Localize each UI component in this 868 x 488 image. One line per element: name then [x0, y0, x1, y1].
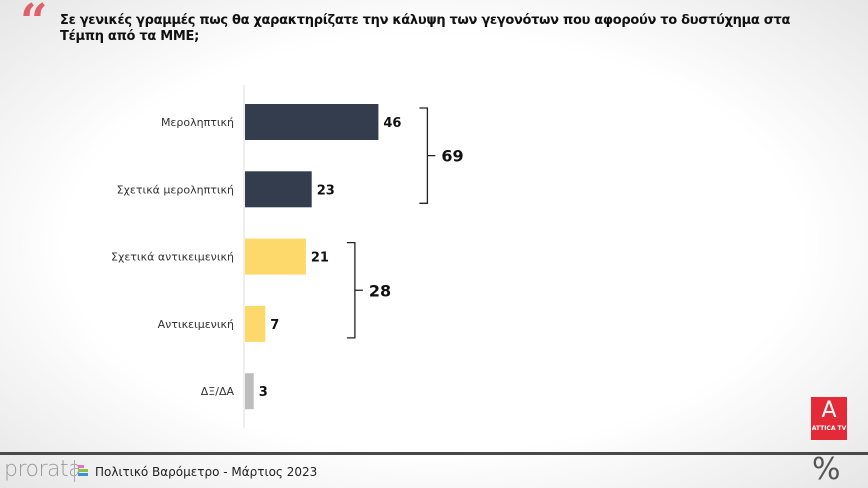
value-label: 7	[270, 318, 279, 333]
category-label: ΔΞ/ΔΑ	[201, 385, 235, 398]
group-total-label: 28	[369, 281, 391, 300]
category-label: Μεροληπτική	[161, 116, 234, 129]
footer-divider	[0, 452, 868, 455]
bars-icon	[78, 465, 88, 477]
category-label: Σχετικά αντικειμενική	[111, 251, 234, 264]
group-bracket	[419, 107, 436, 204]
footer-text: Πολιτικό Βαρόμετρο - Μάρτιος 2023	[95, 465, 318, 479]
value-label: 23	[317, 183, 335, 198]
bar	[245, 104, 379, 140]
quote-mark-icon: “	[20, 0, 48, 50]
footer-separator	[74, 460, 75, 482]
category-label: Σχετικά μεροληπτική	[117, 183, 234, 196]
value-label: 21	[311, 251, 329, 266]
category-label: Αντικειμενική	[158, 318, 234, 331]
group-bracket	[346, 241, 363, 339]
chart-title: Σε γενικές γραμμές πως θα χαρακτηρίζατε …	[60, 13, 791, 44]
attica-tv-logo: A ATTICA TV	[811, 397, 847, 440]
value-label: 3	[259, 385, 268, 400]
bar	[245, 305, 266, 342]
bar	[245, 171, 312, 208]
value-label: 46	[383, 116, 401, 131]
prorata-logo: prorata	[4, 457, 82, 482]
bar	[245, 238, 306, 275]
bar-chart: Μεροληπτική 46 Σχετικά μεροληπτική 23 Σχετικ…	[111, 85, 464, 428]
percent-icon: %	[812, 452, 841, 487]
bar	[245, 373, 254, 410]
group-total-label: 69	[441, 147, 463, 166]
